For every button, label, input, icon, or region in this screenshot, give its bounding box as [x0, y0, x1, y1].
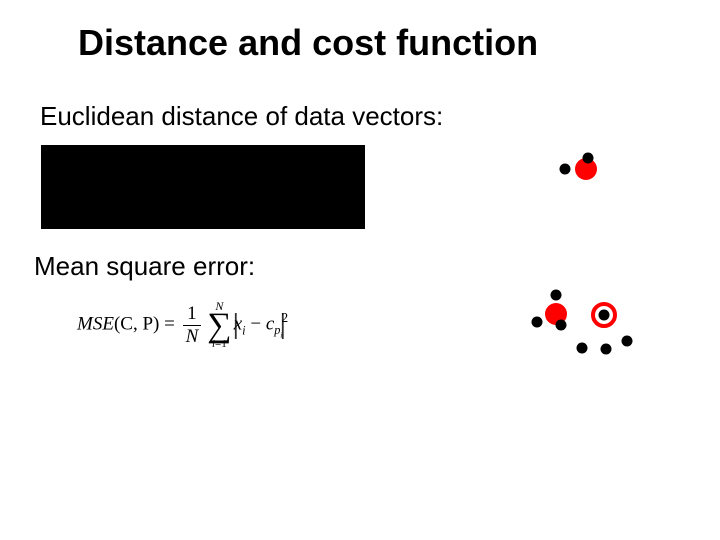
mse-heading: Mean square error:: [34, 251, 255, 282]
mse-formula: MSE(C, P) = 1NN∑i=1||xi − cpi||2: [77, 300, 288, 350]
data-point: [560, 164, 571, 175]
mse-frac: 1N: [183, 303, 202, 348]
sigma-icon: ∑: [207, 312, 231, 339]
data-point: [556, 320, 567, 331]
mse-eq: =: [159, 313, 179, 334]
data-point: [577, 343, 588, 354]
mse-exp: 2: [282, 310, 289, 325]
data-point: [601, 344, 612, 355]
data-point: [532, 317, 543, 328]
scatter-cluster-1: [520, 145, 630, 205]
scatter-cluster-2: [494, 282, 664, 392]
mse-args: (C, P): [114, 313, 159, 334]
mse-lhs: MSE: [77, 313, 114, 334]
data-point: [599, 310, 610, 321]
mse-frac-num: 1: [183, 303, 202, 326]
data-point: [583, 153, 594, 164]
data-point: [551, 290, 562, 301]
mse-minus: −: [246, 313, 266, 334]
slide-title: Distance and cost function: [78, 22, 538, 64]
euclidean-heading: Euclidean distance of data vectors:: [40, 101, 443, 132]
data-point: [622, 336, 633, 347]
mse-sum: N∑i=1: [207, 300, 231, 350]
norm-open-icon: ||: [233, 309, 235, 341]
mse-frac-den: N: [183, 326, 202, 348]
euclidean-formula-box: [41, 145, 365, 229]
mse-c: c: [266, 313, 274, 334]
